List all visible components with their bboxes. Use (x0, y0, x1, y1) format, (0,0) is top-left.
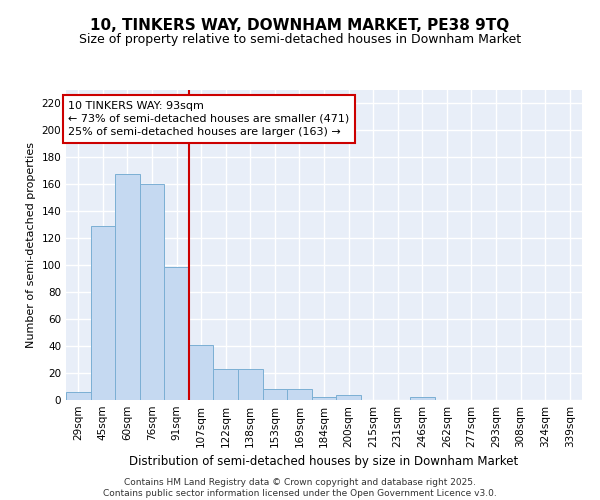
Bar (115, 174, 140, 400)
Bar (336, 394, 361, 400)
Bar (214, 369, 238, 400)
X-axis label: Distribution of semi-detached houses by size in Downham Market: Distribution of semi-detached houses by … (130, 456, 518, 468)
Bar (238, 369, 263, 400)
Y-axis label: Number of semi-detached properties: Number of semi-detached properties (26, 142, 36, 348)
Bar (263, 389, 287, 400)
Bar (164, 266, 189, 400)
Bar (66, 392, 91, 400)
Text: 10, TINKERS WAY, DOWNHAM MARKET, PE38 9TQ: 10, TINKERS WAY, DOWNHAM MARKET, PE38 9T… (91, 18, 509, 32)
Text: 10 TINKERS WAY: 93sqm
← 73% of semi-detached houses are smaller (471)
25% of sem: 10 TINKERS WAY: 93sqm ← 73% of semi-deta… (68, 101, 350, 137)
Bar (140, 184, 164, 400)
Bar (312, 398, 336, 400)
Bar (189, 344, 214, 400)
Bar (410, 398, 434, 400)
Bar (287, 389, 312, 400)
Bar (91, 226, 115, 400)
Text: Size of property relative to semi-detached houses in Downham Market: Size of property relative to semi-detach… (79, 32, 521, 46)
Text: Contains HM Land Registry data © Crown copyright and database right 2025.
Contai: Contains HM Land Registry data © Crown c… (103, 478, 497, 498)
